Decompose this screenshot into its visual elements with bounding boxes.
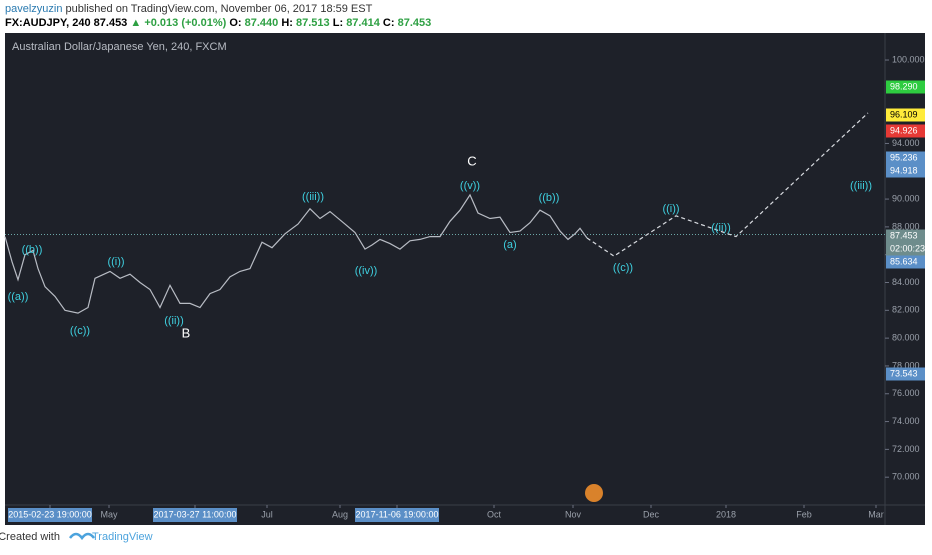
- x-tick-label: May: [100, 509, 118, 519]
- x-tick-box: [355, 508, 439, 522]
- x-tick-label: Dec: [643, 509, 660, 519]
- x-tick-label: Aug: [332, 509, 348, 519]
- header-part: 87.440: [245, 17, 279, 29]
- plot: 70.000 72.000 74.000 76.000 78.000 80.000 82.0…: [4, 54, 925, 522]
- price-tag-label: 95.236: [890, 152, 918, 162]
- header-part: H:: [281, 17, 293, 29]
- price-tag-label: 85.634: [890, 256, 918, 266]
- y-tick-label: 78.000: [892, 360, 920, 370]
- y-tick-label: 90.000: [892, 193, 920, 203]
- x-tick-label: 2017-11-06 19:00:00: [356, 509, 439, 519]
- x-tick-label: 2018: [716, 509, 736, 519]
- y-tick-label: 88.000: [892, 221, 920, 231]
- price-tag: [886, 108, 925, 122]
- header-part: L:: [333, 17, 343, 29]
- header-part: 87.513: [296, 17, 330, 29]
- wave-label: ((iv)): [355, 265, 378, 277]
- wave-label: ((c)): [70, 325, 90, 337]
- header-part: FX:AUDJPY, 240: [5, 17, 91, 29]
- wave-label: ((c)): [613, 262, 633, 274]
- x-tick-label: 2015-02-23 19:00:00: [8, 509, 92, 519]
- wave-label: ((i)): [662, 203, 679, 215]
- x-tick-label: 2017-03-27 11:00:00: [154, 509, 237, 519]
- price-tag: [886, 151, 925, 165]
- price-tag: [886, 164, 925, 178]
- price-tag: [886, 229, 925, 243]
- y-tick-label: 74.000: [892, 416, 920, 426]
- y-tick-label: 82.000: [892, 305, 920, 315]
- price-tag: [886, 124, 925, 138]
- x-tick-label: Feb: [796, 509, 812, 519]
- header-line1: pavelzyuzin published on TradingView.com…: [5, 3, 373, 15]
- wave-label: ((i)): [107, 256, 124, 268]
- author: pavelzyuzin: [5, 3, 62, 15]
- wave-label: ((ii)): [164, 315, 184, 327]
- price-tag-label: 94.926: [890, 125, 918, 135]
- event-icon: [585, 484, 603, 502]
- x-tick-label: Nov: [565, 509, 582, 519]
- price-tag-label: 02:00:23: [890, 243, 925, 253]
- price-line: [4, 193, 588, 314]
- wave-label: ((b)): [539, 192, 560, 204]
- y-tick-label: 80.000: [892, 333, 920, 343]
- header-part: C:: [383, 17, 395, 29]
- y-tick-label: 70.000: [892, 472, 920, 482]
- header-part: 87.453: [398, 17, 432, 29]
- wave-label: ((v)): [460, 180, 480, 192]
- price-tag-label: 87.453: [890, 230, 918, 240]
- y-tick-label: 72.000: [892, 444, 920, 454]
- header-part: O:: [229, 17, 241, 29]
- wave-label: C: [467, 153, 476, 168]
- header-line2: FX:AUDJPY, 240 87.453 ▲ +0.013 (+0.01%) …: [5, 17, 431, 29]
- logo: [69, 532, 95, 541]
- price-tag-label: 94.918: [890, 165, 918, 175]
- y-tick-label: 76.000: [892, 388, 920, 398]
- header-part: ▲ +0.013 (+0.01%): [130, 17, 226, 29]
- header-part: 87.414: [346, 17, 381, 29]
- y-tick-label: 100.000: [892, 54, 925, 64]
- x-tick-box: [153, 508, 237, 522]
- wave-label: ((ii)): [711, 222, 731, 234]
- price-tag: [886, 242, 925, 256]
- price-tag-label: 96.109: [890, 109, 918, 119]
- wave-label: ((iii)): [850, 180, 872, 192]
- x-tick-label: Jul: [261, 509, 273, 519]
- projection-line: [586, 112, 869, 257]
- x-tick-box: [8, 508, 92, 522]
- wave-label: ((a)): [8, 291, 29, 303]
- chart-title: Australian Dollar/Japanese Yen, 240, FXC…: [12, 41, 227, 53]
- x-tick-label: Oct: [487, 509, 502, 519]
- footer-brand: TradingView: [92, 531, 153, 543]
- price-tag: [886, 255, 925, 269]
- price-tag: [886, 367, 925, 381]
- chart-area: [5, 33, 925, 525]
- published: published on TradingView.com, November 0…: [66, 3, 373, 15]
- wave-label: ((b)): [22, 244, 43, 256]
- price-tag: [886, 80, 925, 94]
- header-part: 87.453: [94, 17, 128, 29]
- wave-label: (a): [503, 239, 516, 251]
- footer-created: Created with: [0, 531, 60, 543]
- wave-label: B: [182, 325, 191, 340]
- wave-label: ((iii)): [302, 191, 324, 203]
- x-tick-label: Mar: [868, 509, 884, 519]
- y-tick-label: 84.000: [892, 277, 920, 287]
- price-tag-label: 73.543: [890, 368, 918, 378]
- price-tag-label: 98.290: [890, 81, 918, 91]
- y-tick-label: 94.000: [892, 138, 920, 148]
